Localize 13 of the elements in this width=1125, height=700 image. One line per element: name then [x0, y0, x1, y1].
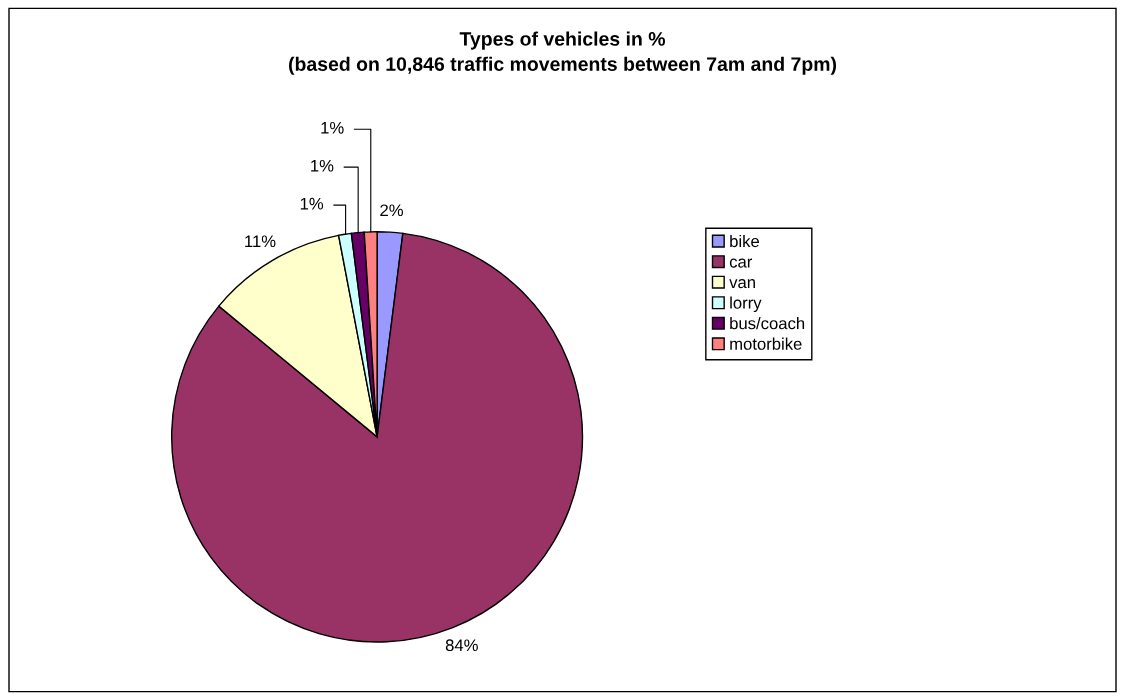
- data-label: 11%: [245, 235, 276, 248]
- legend-label: car: [729, 258, 753, 268]
- legend-label: motorbike: [730, 337, 802, 350]
- legend-label: bus/coach: [730, 317, 805, 330]
- data-label: 2%: [380, 204, 403, 217]
- legend-label: lorry: [730, 296, 762, 313]
- data-label: 84%: [445, 639, 478, 652]
- data-label: 1%: [300, 197, 324, 210]
- data-label: 1%: [311, 159, 334, 172]
- legend-label: bike: [730, 234, 759, 248]
- legend-label: van: [729, 279, 755, 289]
- data-label: 1%: [321, 121, 344, 134]
- chart-title: Types of vehicles in % (based on 10,846 traffic movements between 7am and 7pm): [289, 31, 837, 75]
